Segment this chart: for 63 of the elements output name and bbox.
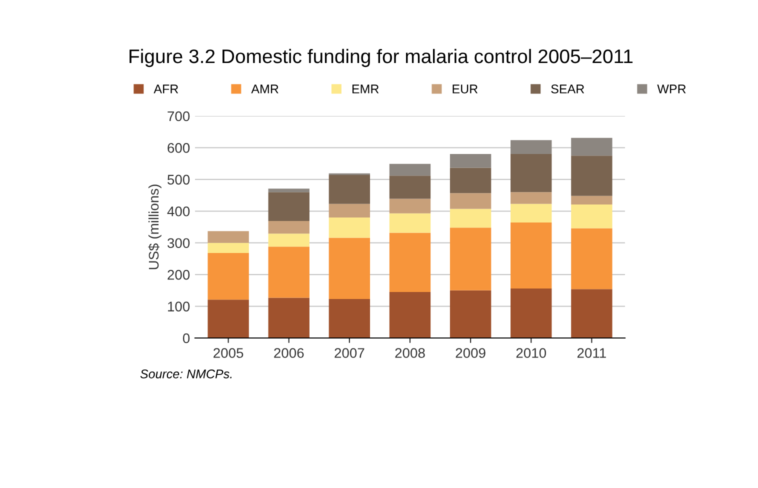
bar <box>389 232 431 292</box>
legend-label: AFR <box>154 84 178 94</box>
x-tick-label: 2010 <box>516 348 546 358</box>
y-tick-label: 500 <box>168 174 190 185</box>
bar <box>450 290 492 338</box>
bar <box>328 204 370 218</box>
bar <box>450 154 492 168</box>
bar <box>389 176 431 199</box>
bar <box>208 242 249 254</box>
y-tick-label: 0 <box>182 333 190 344</box>
x-tick-label: 2005 <box>214 348 244 358</box>
legend-label: EUR <box>452 84 478 94</box>
x-tick-label: 2008 <box>395 348 425 358</box>
bar <box>510 154 552 192</box>
legend-label: WPR <box>657 84 686 94</box>
bar <box>571 138 612 156</box>
bar <box>208 231 249 243</box>
bar <box>510 288 552 338</box>
bar <box>328 238 370 299</box>
y-tick-label: 600 <box>168 143 190 153</box>
bar <box>571 289 612 338</box>
y-tick-label: 200 <box>168 270 190 280</box>
bar <box>571 196 612 204</box>
bar <box>510 192 552 204</box>
x-tick-label: 2006 <box>274 348 304 358</box>
bar <box>450 228 492 290</box>
legend-label: EMR <box>352 84 379 94</box>
bar <box>389 213 431 233</box>
bar <box>571 156 612 196</box>
bar <box>510 204 552 223</box>
y-tick-label: 400 <box>167 206 190 216</box>
bar <box>268 234 310 247</box>
bar <box>328 174 370 204</box>
bar <box>450 168 492 194</box>
bar <box>450 193 492 209</box>
x-tick-label: 2009 <box>456 348 486 358</box>
x-tick-label: 2007 <box>334 348 364 358</box>
y-axis-title: US$ (millions) <box>148 184 162 270</box>
y-tick-label: 300 <box>168 238 190 248</box>
bar <box>389 198 431 214</box>
legend-label: SEAR <box>551 84 584 94</box>
bar <box>268 220 310 234</box>
bar <box>328 217 370 238</box>
bar <box>268 192 310 221</box>
y-tick-label: 100 <box>168 302 190 312</box>
bar <box>268 246 310 298</box>
bar <box>208 253 249 300</box>
y-tick-label: 700 <box>168 111 190 122</box>
bar <box>268 188 310 192</box>
bar <box>208 300 249 338</box>
bar <box>510 222 552 289</box>
bar <box>389 164 431 176</box>
bar <box>571 228 612 290</box>
bar <box>510 140 552 154</box>
chart-title: Figure 3.2 Domestic funding for malaria control 2005–2011 <box>130 48 633 68</box>
x-tick-label: 2011 <box>577 348 606 358</box>
source-note: Source: NMCPs. <box>140 370 232 378</box>
bar <box>268 298 310 338</box>
bar <box>328 298 370 338</box>
bar <box>450 208 492 228</box>
bar <box>389 292 431 338</box>
legend-label: AMR <box>251 84 278 94</box>
bar <box>571 204 612 228</box>
